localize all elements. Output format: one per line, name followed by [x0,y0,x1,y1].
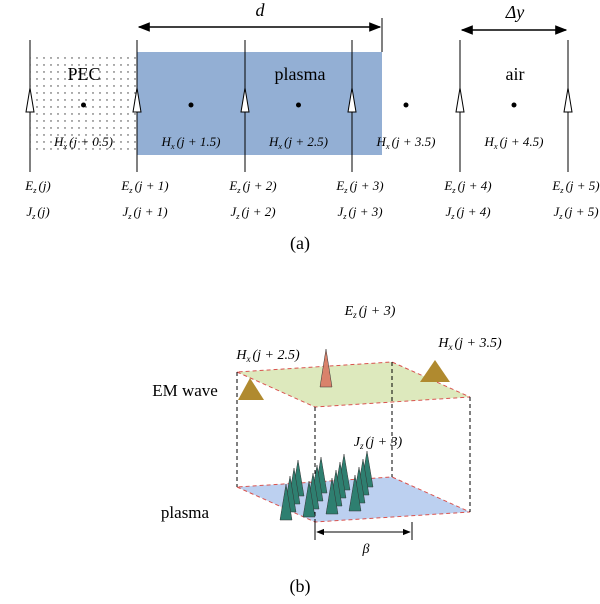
e-label: Ez(j + 5) [551,178,599,195]
j-label: Jz(j + 3) [337,204,382,221]
symbol: E [551,178,560,193]
argument: (j + 3.5) [392,134,436,149]
argument: (j + 3) [350,178,384,193]
e-label: Ez(j) [24,178,51,195]
symbol: H [484,134,495,149]
subscript: x [447,342,452,352]
j-label: Jz(j + 2) [230,204,275,221]
e-arrow [564,88,572,112]
h-node [404,103,409,108]
argument: (j + 3) [359,304,396,319]
e-label: Ez(j + 3) [335,178,383,195]
symbol: E [24,178,33,193]
argument: (j + 5) [565,204,599,219]
h-label: Hx(j + 0.5) [53,134,113,151]
subscript: z [128,185,133,195]
e-label: Ez(j + 3) [344,304,396,320]
argument: (j + 5) [566,178,600,193]
j-label: Jz(j) [26,204,49,221]
argument: (j + 3) [366,435,403,450]
h-label: Hx(j + 1.5) [161,134,221,151]
subscript: z [359,441,364,451]
h-label: Hx(j + 3.5) [437,336,502,352]
argument: (j + 1) [134,204,168,219]
subscript: z [343,185,348,195]
argument: (j + 2) [243,178,277,193]
step-label: Δy [505,2,525,22]
subscript: z [127,211,132,221]
e-arrow [456,88,464,112]
symbol: H [53,134,64,149]
argument: (j + 2.5) [284,134,328,149]
subscript: z [31,211,36,221]
h-label: Hx(j + 4.5) [484,134,544,151]
subscript: z [451,185,456,195]
subscript: z [235,211,240,221]
beta-label: β [362,542,370,557]
argument: (j + 4) [457,204,491,219]
subscript: z [559,185,564,195]
width-label: d [256,0,266,20]
argument: (j + 2.5) [253,348,300,363]
j-label: Jz(j + 1) [122,204,167,221]
e-label: Ez(j + 2) [228,178,276,195]
argument: (j + 4.5) [500,134,544,149]
caption: (b) [290,576,311,597]
plasma-region [137,52,382,155]
h-label: Hx(j + 2.5) [235,348,300,364]
argument: (j + 2) [242,204,276,219]
argument: (j + 1.5) [177,134,221,149]
argument: (j) [38,178,50,193]
e-label: Ez(j + 1) [120,178,168,195]
symbol: E [120,178,129,193]
symbol: E [335,178,344,193]
wave-label: EM wave [152,381,218,400]
subscript: x [277,141,282,151]
figure: dΔyPECplasmaairHx(j + 0.5)Hx(j + 1.5)Hx(… [0,0,600,604]
argument: (j + 4) [458,178,492,193]
argument: (j + 1) [135,178,169,193]
h-node [81,103,86,108]
subscript: z [236,185,241,195]
subscript: z [352,310,357,320]
caption: (a) [290,233,310,254]
subscript: z [450,211,455,221]
subscript: x [170,141,175,151]
subscript: x [62,141,67,151]
symbol: H [268,134,279,149]
beta-dimension [315,522,412,540]
region-label: plasma [275,64,326,84]
argument: (j) [37,204,49,219]
subscript: z [32,185,37,195]
h-node [296,103,301,108]
symbol: E [443,178,452,193]
h-node [189,103,194,108]
subscript: x [385,141,390,151]
j-label: Jz(j + 3) [354,435,403,451]
subscript: x [493,141,498,151]
h-node [512,103,517,108]
j-label: Jz(j + 4) [445,204,490,221]
j-label: Jz(j + 5) [553,204,598,221]
region-label: air [506,64,525,84]
symbol: H [376,134,387,149]
h-label: Hx(j + 2.5) [268,134,328,151]
plasma-label: plasma [161,503,210,522]
subscript: z [558,211,563,221]
symbol: E [228,178,237,193]
subscript: x [245,354,250,364]
argument: (j + 3) [349,204,383,219]
subscript: z [342,211,347,221]
argument: (j + 0.5) [69,134,113,149]
h-label: Hx(j + 3.5) [376,134,436,151]
symbol: H [161,134,172,149]
e-label: Ez(j + 4) [443,178,491,195]
symbol: E [344,304,354,319]
argument: (j + 3.5) [455,336,502,351]
region-label: PEC [67,64,100,84]
h-cone [420,360,450,382]
